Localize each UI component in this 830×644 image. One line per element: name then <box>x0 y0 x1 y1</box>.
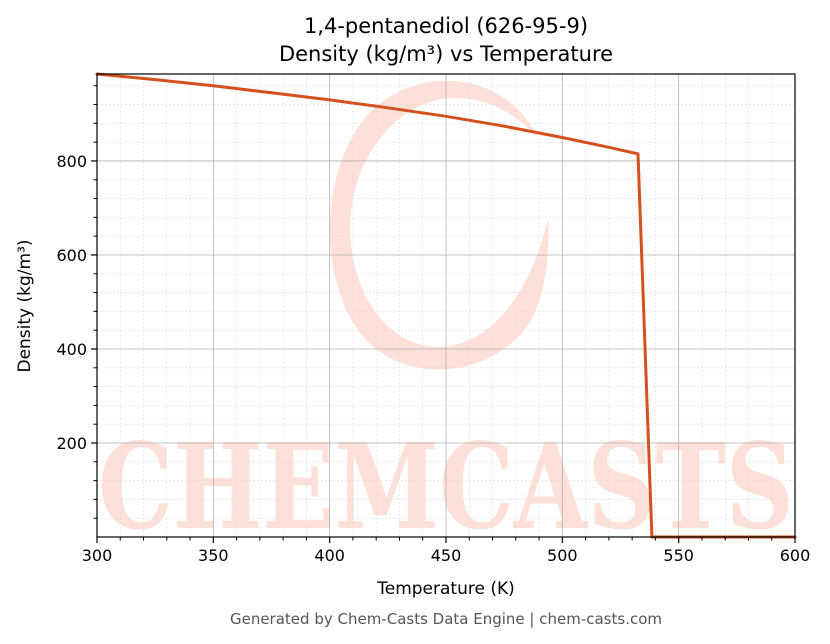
data-point <box>502 124 506 128</box>
y-axis-label: Density (kg/m³) <box>15 239 35 372</box>
data-point <box>607 146 611 149</box>
x-tick-label: 300 <box>82 546 113 565</box>
chart-subtitle: Density (kg/m³) vs Temperature <box>279 42 613 66</box>
x-tick-label: 450 <box>431 546 462 565</box>
x-tick-label: 600 <box>780 546 811 565</box>
x-tick-label: 550 <box>663 546 694 565</box>
data-point <box>212 84 215 87</box>
y-tick-label: 600 <box>56 246 87 265</box>
x-axis: 300 350 400 450 500 550 600 <box>82 537 811 565</box>
y-tick-label: 200 <box>56 434 87 453</box>
chart-title: 1,4-pentanediol (626-95-9) <box>304 14 588 38</box>
data-point <box>153 78 157 81</box>
y-tick-label: 400 <box>56 340 87 359</box>
x-tick-label: 400 <box>314 546 345 565</box>
data-point <box>444 115 448 118</box>
footer-credit: Generated by Chem-Casts Data Engine | ch… <box>230 610 662 628</box>
data-point <box>561 136 564 139</box>
data-point <box>386 106 390 110</box>
x-axis-label: Temperature (K) <box>376 579 515 599</box>
data-point <box>270 91 273 95</box>
y-axis: 200 400 600 800 <box>56 85 97 519</box>
x-tick-label: 500 <box>547 546 578 565</box>
data-point <box>636 152 640 156</box>
data-point <box>328 98 331 102</box>
x-tick-label: 350 <box>198 546 229 565</box>
y-tick-label: 800 <box>56 152 87 171</box>
